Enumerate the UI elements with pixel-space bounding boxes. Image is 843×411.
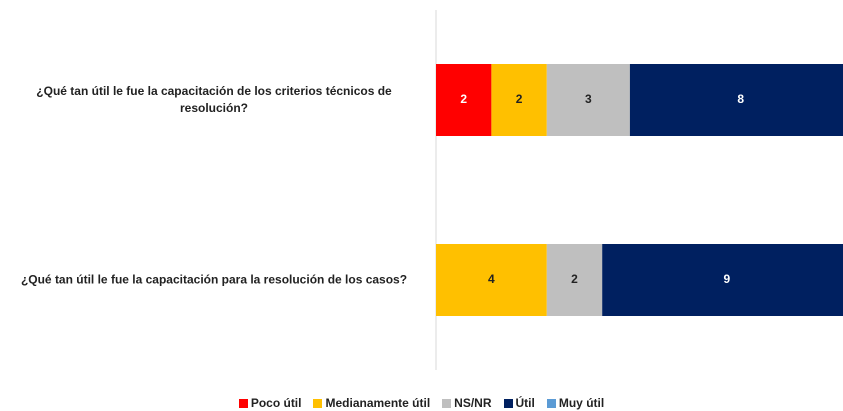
bar-segment: [491, 64, 547, 136]
legend-label: NS/NR: [454, 396, 492, 410]
bar-segment: [436, 64, 492, 136]
data-label: 2: [460, 92, 467, 106]
legend-item: Poco útil: [238, 396, 302, 410]
legend-swatch: [442, 398, 452, 408]
data-label: 8: [737, 92, 744, 106]
legend-item: NS/NR: [442, 396, 492, 410]
data-label: 3: [585, 92, 592, 106]
legend-item: Medianamente útil: [313, 396, 430, 410]
legend-item: Útil: [503, 396, 535, 410]
legend: Poco útil Medianamente útil NS/NR Útil Muy ú…: [0, 396, 843, 410]
legend-label: Útil: [515, 396, 535, 410]
legend-label: Muy útil: [558, 396, 605, 410]
data-label: 4: [488, 272, 495, 286]
data-label: 2: [571, 272, 578, 286]
bar-segment: [546, 64, 630, 136]
legend-label: Poco útil: [250, 396, 302, 410]
bar-segment: [602, 244, 843, 316]
legend-swatch: [546, 398, 556, 408]
legend-item: Muy útil: [546, 396, 605, 410]
legend-swatch: [503, 398, 513, 408]
bar-segment: [436, 244, 547, 316]
data-label: 9: [724, 272, 731, 286]
data-label: 2: [516, 92, 523, 106]
legend-swatch: [313, 398, 323, 408]
legend-swatch: [238, 398, 248, 408]
category-label: ¿Qué tan útil le fue la capacitación de …: [36, 84, 392, 115]
bar-segment: [546, 244, 603, 316]
category-label: ¿Qué tan útil le fue la capacitación par…: [20, 272, 408, 287]
bar-segment: [629, 64, 843, 136]
legend-label: Medianamente útil: [325, 396, 431, 410]
